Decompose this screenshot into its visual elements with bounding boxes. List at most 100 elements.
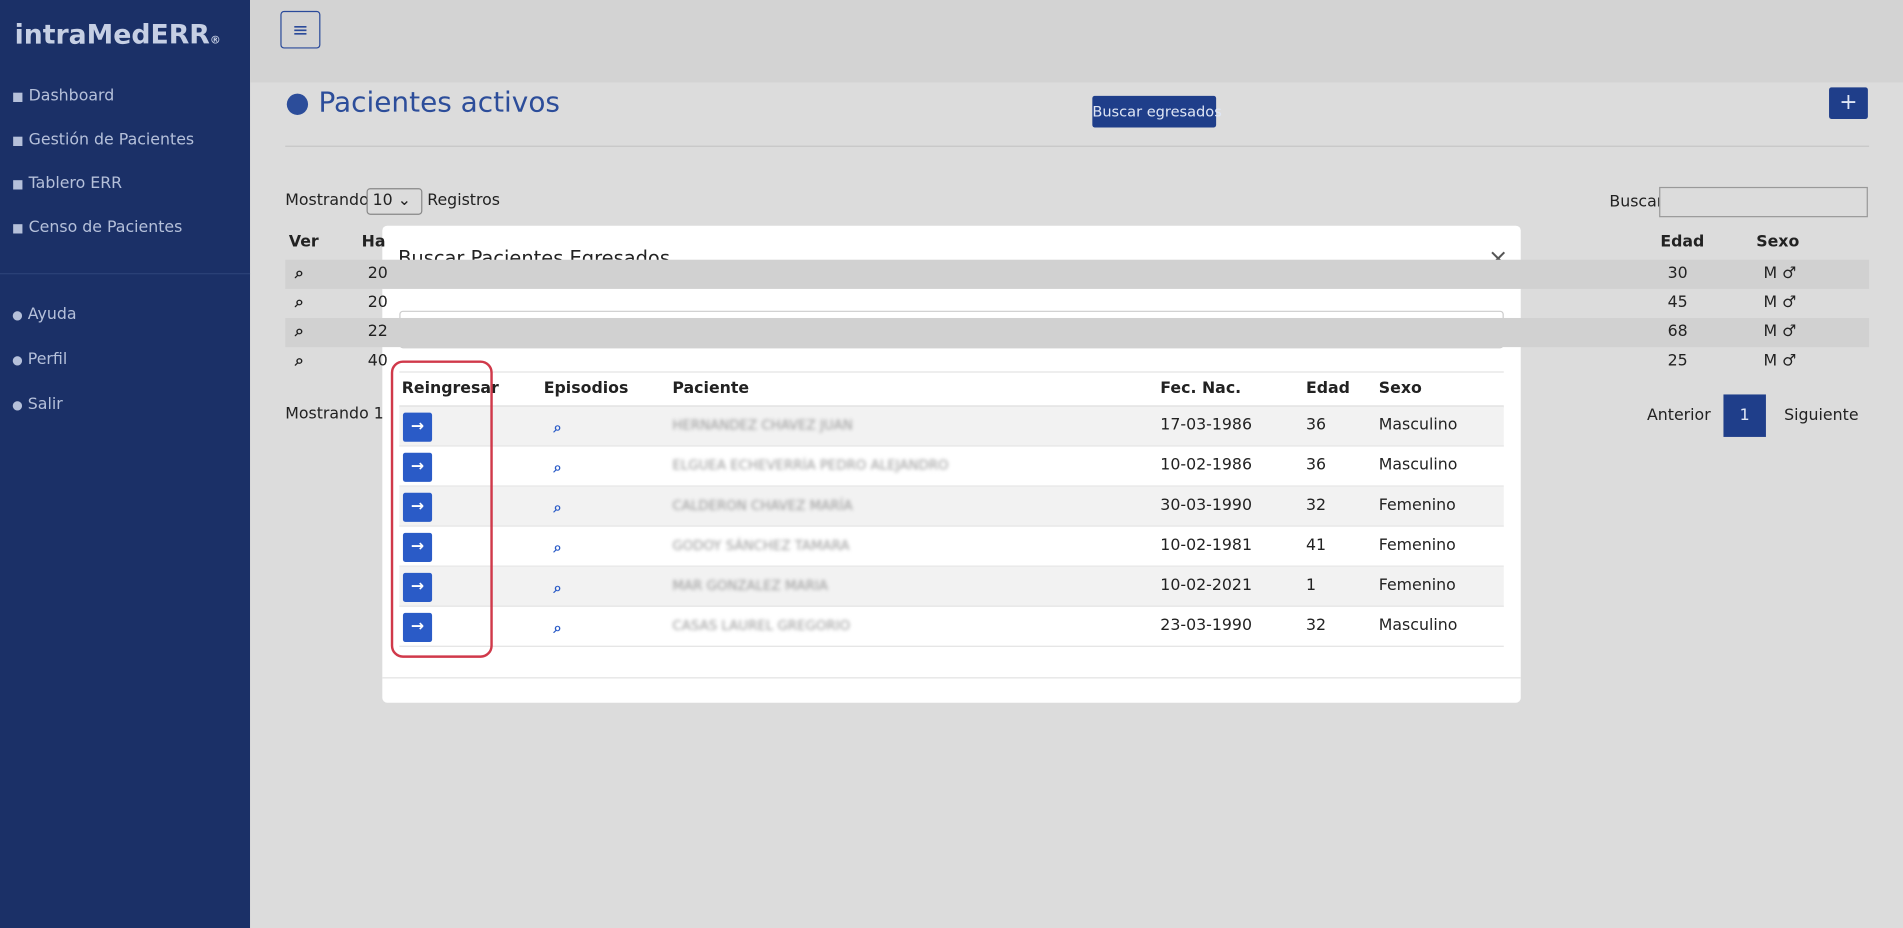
td: 41 xyxy=(1305,536,1327,555)
search-input[interactable] xyxy=(1659,186,1868,218)
row-stripe xyxy=(285,259,1870,289)
page-1[interactable]: 1 xyxy=(1723,394,1766,437)
nav-text: Gestión de Pacientes xyxy=(28,131,195,150)
nav-item[interactable]: ● Salir xyxy=(12,395,63,414)
nav-item[interactable]: ■ Gestión de Pacientes xyxy=(12,131,195,150)
nav-item[interactable]: ■ Tablero ERR xyxy=(12,174,123,193)
td: Masculino xyxy=(1378,456,1458,475)
nav-text: Perfil xyxy=(27,350,68,369)
row xyxy=(399,606,1504,647)
td: 10-02-2021 xyxy=(1160,576,1253,595)
patient-name: HERNANDEZ CHAVEZ JUAN xyxy=(672,417,853,434)
length-select[interactable]: 10 ⌄ xyxy=(366,188,423,215)
td: 20 xyxy=(367,264,388,283)
patient-name: ELGUEA ECHEVERRÍA PEDRO ALEJANDRO xyxy=(672,457,949,474)
td: M ♂ xyxy=(1763,264,1797,283)
topbar xyxy=(250,0,1903,83)
row xyxy=(399,566,1504,607)
th: Ha xyxy=(361,233,386,252)
patient-name: GODOY SÁNCHEZ TAMARA xyxy=(672,537,850,554)
td: 30 xyxy=(1667,264,1688,283)
td: 36 xyxy=(1305,416,1327,435)
readmit-button[interactable]: → xyxy=(402,412,433,442)
td: 20 xyxy=(367,293,388,312)
td: 32 xyxy=(1305,496,1327,515)
nav-text: Tablero ERR xyxy=(28,174,123,193)
search-label: Buscar: xyxy=(1609,192,1669,212)
sidebar xyxy=(0,0,251,928)
row xyxy=(399,526,1504,567)
readmit-button[interactable]: → xyxy=(402,452,433,482)
episodes-icon[interactable]: ⌕ xyxy=(553,498,562,516)
view-icon[interactable]: ⌕ xyxy=(294,322,304,342)
page-title: ● Pacientes activos xyxy=(285,87,560,119)
td: M ♂ xyxy=(1763,293,1797,312)
episodes-icon[interactable]: ⌕ xyxy=(553,458,562,476)
brand-mark: ® xyxy=(209,35,221,48)
nav-text: Ayuda xyxy=(27,305,77,325)
view-icon[interactable]: ⌕ xyxy=(294,351,304,371)
modal-footer-line xyxy=(382,677,1521,679)
td: Masculino xyxy=(1378,416,1458,435)
td: 32 xyxy=(1305,616,1327,635)
nav-text: Salir xyxy=(27,395,63,414)
th: Sexo xyxy=(1756,233,1800,252)
th: Reingresar xyxy=(401,379,499,399)
modal-divider xyxy=(399,371,1504,373)
episodes-icon[interactable]: ⌕ xyxy=(553,578,562,596)
length-value: 10 xyxy=(372,191,393,210)
view-icon[interactable]: ⌕ xyxy=(294,264,304,283)
nav-item[interactable]: ● Ayuda xyxy=(12,305,77,325)
add-button[interactable]: + xyxy=(1829,87,1868,119)
td: 1 xyxy=(1305,576,1316,595)
td: Femenino xyxy=(1378,576,1456,595)
td: 22 xyxy=(367,322,388,342)
td: Femenino xyxy=(1378,496,1456,515)
highlight-box xyxy=(390,360,493,658)
row xyxy=(399,486,1504,527)
td: 10-02-1981 xyxy=(1160,536,1253,555)
row xyxy=(399,406,1504,447)
title-text: Pacientes activos xyxy=(318,87,560,119)
th: Sexo xyxy=(1378,379,1422,399)
td: Masculino xyxy=(1378,616,1458,635)
nav-separator xyxy=(0,273,251,275)
readmit-button[interactable]: → xyxy=(402,572,433,602)
th: Episodios xyxy=(543,379,629,399)
nav-text: Censo de Pacientes xyxy=(28,218,183,237)
td: 36 xyxy=(1305,456,1327,475)
nav-item[interactable]: ● Perfil xyxy=(12,350,68,369)
search-button[interactable]: Buscar egresados xyxy=(1092,95,1222,128)
readmit-button[interactable]: → xyxy=(402,492,433,522)
th: Edad xyxy=(1305,379,1350,399)
patient-name: CALDERON CHAVEZ MARÍA xyxy=(672,497,853,514)
menu-toggle[interactable]: ≡ xyxy=(280,10,321,49)
td: 68 xyxy=(1667,322,1688,342)
td: 10-02-1986 xyxy=(1160,456,1253,475)
nav-item[interactable]: ■ Censo de Pacientes xyxy=(12,218,183,237)
th: Fec. Nac. xyxy=(1160,379,1242,399)
episodes-icon[interactable]: ⌕ xyxy=(553,538,562,556)
td: 45 xyxy=(1667,293,1688,312)
td: 30-03-1990 xyxy=(1160,496,1253,515)
brand-text: intraMedERR xyxy=(14,20,210,51)
td: 23-03-1990 xyxy=(1160,616,1253,635)
divider xyxy=(285,145,1870,147)
prev-page[interactable]: Anterior xyxy=(1646,406,1711,425)
row-stripe xyxy=(285,317,1870,348)
episodes-icon[interactable]: ⌕ xyxy=(553,418,562,436)
nav-text: Dashboard xyxy=(28,87,115,106)
episodes-icon[interactable]: ⌕ xyxy=(553,618,562,636)
th: Paciente xyxy=(672,379,750,399)
td: M ♂ xyxy=(1763,351,1797,371)
nav-item[interactable]: ■ Dashboard xyxy=(12,87,115,106)
view-icon[interactable]: ⌕ xyxy=(294,293,304,312)
brand[interactable]: intraMedERR® xyxy=(15,21,221,51)
readmit-button[interactable]: → xyxy=(402,612,433,643)
next-page[interactable]: Siguiente xyxy=(1784,406,1859,425)
readmit-button[interactable]: → xyxy=(402,532,433,562)
td: M ♂ xyxy=(1763,322,1797,342)
row xyxy=(399,446,1504,487)
td: 40 xyxy=(367,351,388,371)
